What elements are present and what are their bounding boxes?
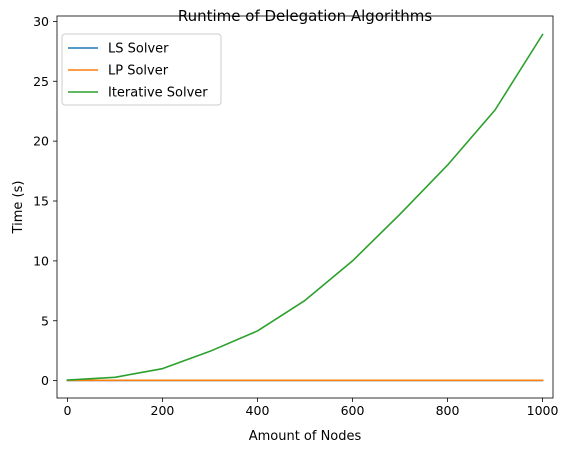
- series-layer: [66, 33, 544, 382]
- y-tick-label: 5: [41, 313, 49, 328]
- series-line-2: [66, 33, 544, 381]
- legend: LS Solver LP Solver Iterative Solver: [61, 33, 222, 106]
- legend-label-2: Iterative Solver: [108, 86, 208, 101]
- legend-label-1: LP Solver: [108, 64, 169, 79]
- y-tick-label: 30: [33, 14, 49, 29]
- chart-title: Runtime of Delegation Algorithms: [178, 7, 432, 25]
- x-ticks: 0 200 400 600 800 1000: [63, 398, 559, 418]
- legend-box: [61, 33, 222, 106]
- y-axis-label: Time (s): [11, 181, 26, 235]
- y-tick-label: 20: [33, 134, 49, 149]
- x-tick-label: 400: [246, 403, 270, 418]
- y-tick-label: 0: [41, 373, 49, 388]
- y-tick-label: 10: [33, 253, 49, 268]
- x-tick-label: 800: [436, 403, 460, 418]
- x-axis-label: Amount of Nodes: [249, 429, 362, 444]
- y-ticks: 0 5 10 15 20 25 30: [33, 14, 57, 388]
- legend-label-0: LS Solver: [108, 42, 169, 57]
- x-tick-label: 1000: [527, 403, 559, 418]
- x-tick-label: 200: [151, 403, 175, 418]
- x-tick-label: 0: [63, 403, 71, 418]
- y-tick-label: 25: [33, 74, 49, 89]
- y-tick-label: 15: [33, 194, 49, 209]
- x-tick-label: 600: [341, 403, 365, 418]
- plot-frame: [56, 15, 554, 399]
